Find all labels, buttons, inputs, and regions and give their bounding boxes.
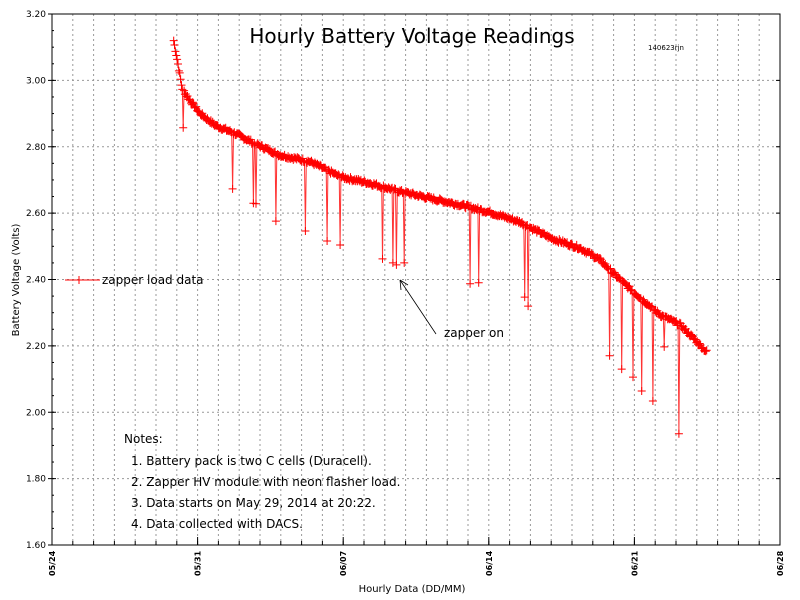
data-point-marker (172, 51, 181, 60)
data-point-marker (390, 184, 399, 193)
data-point-marker (169, 36, 178, 45)
note-item: 3. Data starts on May 29, 2014 at 20:22. (131, 496, 376, 510)
data-point-marker (533, 225, 542, 234)
data-point-marker (648, 397, 657, 405)
data-point-marker (629, 373, 637, 382)
data-point-marker (179, 123, 188, 132)
x-tick-label: 05/31 (194, 550, 203, 576)
data-point-marker (171, 47, 180, 56)
x-tick-label: 06/07 (339, 551, 348, 576)
data-point-marker (336, 241, 345, 249)
data-point-marker (646, 304, 655, 312)
y-tick-label: 3.20 (26, 10, 46, 20)
y-tick-label: 2.20 (26, 342, 46, 352)
x-tick-label: 06/28 (776, 550, 785, 576)
data-point-marker (660, 342, 669, 351)
data-point-marker (587, 249, 596, 258)
data-point-marker (388, 258, 397, 267)
data-point-marker (173, 55, 182, 64)
y-tick-label: 3.00 (26, 76, 46, 86)
y-tick-label: 1.60 (26, 541, 46, 551)
data-point-marker (702, 346, 711, 355)
x-axis-label: Hourly Data (DD/MM) (359, 584, 466, 595)
data-point-marker (252, 199, 260, 208)
y-axis-label: Battery Voltage (Volts) (11, 224, 22, 337)
data-point-marker (183, 92, 192, 100)
data-point-marker (174, 66, 183, 75)
x-tick-label: 05/24 (48, 550, 57, 576)
data-point-marker (674, 429, 683, 438)
note-item: 1. Battery pack is two C cells (Duracell… (131, 454, 372, 468)
legend: zapper load data (65, 273, 204, 287)
y-tick-label: 1.80 (26, 475, 46, 485)
x-tick-label: 06/14 (485, 550, 494, 576)
data-point-marker (687, 330, 696, 339)
data-point-marker (188, 98, 197, 107)
series-zapper-load-data (169, 36, 711, 438)
chart-tag: 140623rjn (648, 44, 684, 52)
data-point-marker (567, 239, 576, 248)
data-point-marker (691, 335, 700, 344)
series-line (173, 40, 708, 434)
data-point-marker (463, 200, 472, 209)
data-point-marker (246, 135, 255, 144)
data-point-marker (175, 68, 184, 77)
y-tick-label: 2.80 (26, 143, 46, 153)
legend-label: zapper load data (102, 273, 204, 287)
annotation-arrow (399, 279, 437, 335)
data-point-marker (174, 60, 182, 68)
data-point-marker (178, 85, 187, 94)
data-point-marker (603, 263, 611, 272)
data-point-marker (180, 86, 189, 95)
data-point-marker (459, 199, 468, 208)
grid (52, 14, 780, 545)
data-point-marker (606, 264, 615, 273)
data-point-marker (625, 282, 634, 291)
data-point-marker (228, 184, 237, 193)
data-point-marker (170, 41, 179, 49)
data-point-marker (375, 182, 384, 191)
notes-heading: Notes: (124, 432, 163, 446)
data-point-marker (610, 268, 619, 277)
chart-title: Hourly Battery Voltage Readings (249, 24, 574, 48)
data-point-marker (617, 365, 626, 374)
data-point-marker (675, 318, 684, 327)
data-point-marker (701, 347, 710, 356)
data-point-marker (637, 387, 646, 395)
data-point-marker (524, 302, 533, 311)
data-point-marker (400, 258, 409, 267)
data-point-marker (301, 227, 310, 235)
annotation-text: zapper on (444, 326, 504, 340)
data-point-marker (672, 317, 681, 326)
data-point-marker (392, 260, 401, 269)
data-point-marker (176, 75, 185, 84)
y-tick-label: 2.00 (26, 408, 46, 418)
notes: Notes: 1. Battery pack is two C cells (D… (124, 432, 400, 531)
legend-marker (75, 276, 83, 284)
data-point-marker (323, 237, 332, 245)
x-tick-label: 06/21 (630, 550, 639, 576)
data-point-marker (474, 278, 483, 287)
note-item: 2. Zapper HV module with neon flasher lo… (131, 475, 400, 489)
annotation: zapper on (399, 279, 504, 340)
arrowhead-icon (399, 279, 409, 291)
data-point-marker (605, 351, 614, 360)
data-point-marker (563, 238, 572, 247)
y-tick-label: 2.40 (26, 276, 46, 286)
data-point-marker (271, 217, 280, 226)
data-point-marker (695, 339, 704, 348)
data-point-marker (192, 102, 201, 111)
data-point-marker (466, 279, 475, 288)
data-point-marker (237, 131, 246, 140)
y-tick-label: 2.60 (26, 209, 46, 219)
data-point-marker (520, 293, 529, 302)
data-point-marker (378, 254, 387, 263)
data-point-marker (596, 254, 605, 262)
note-item: 4. Data collected with DACS. (131, 517, 303, 531)
data-point-marker (177, 81, 186, 90)
axis-ticks: 1.60 1.80 2.00 2.20 2.40 2.60 2.80 3.00 3.20 05/2… (26, 10, 785, 576)
